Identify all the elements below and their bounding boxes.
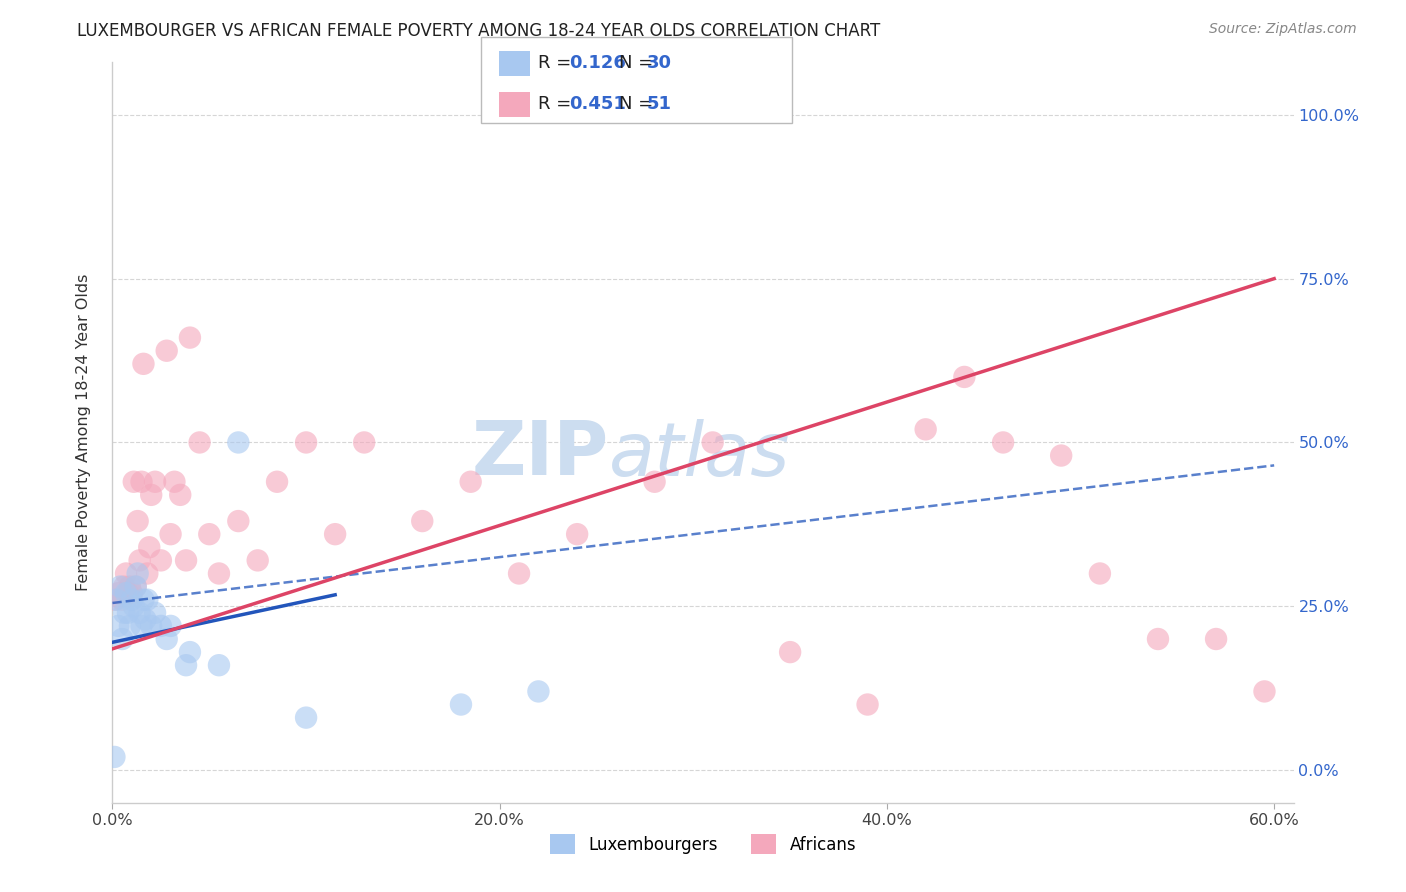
Point	[353, 435, 375, 450]
Point	[1147, 632, 1170, 646]
Y-axis label: Female Poverty Among 18-24 Year Olds: Female Poverty Among 18-24 Year Olds	[76, 274, 91, 591]
Point	[107, 586, 129, 600]
Text: R =: R =	[538, 95, 578, 113]
Point	[179, 645, 201, 659]
Point	[246, 553, 269, 567]
Point	[228, 435, 250, 450]
Point	[111, 592, 134, 607]
Point	[149, 619, 172, 633]
Text: R =: R =	[538, 54, 578, 72]
Point	[127, 566, 149, 581]
Point	[143, 475, 166, 489]
Point	[644, 475, 666, 489]
Point	[122, 475, 145, 489]
Point	[121, 586, 143, 600]
Point	[132, 592, 155, 607]
Point	[118, 619, 141, 633]
Point	[117, 586, 139, 600]
Point	[136, 592, 159, 607]
Point	[136, 566, 159, 581]
Point	[149, 553, 172, 567]
Point	[174, 658, 197, 673]
Point	[156, 343, 179, 358]
Point	[112, 606, 135, 620]
Text: 30: 30	[647, 54, 672, 72]
Point	[115, 566, 138, 581]
Point	[159, 619, 181, 633]
Point	[208, 566, 231, 581]
Point	[169, 488, 191, 502]
Text: N =: N =	[619, 54, 658, 72]
Point	[508, 566, 530, 581]
Point	[141, 619, 163, 633]
Point	[991, 435, 1014, 450]
Point	[702, 435, 724, 450]
Point	[198, 527, 221, 541]
Point	[103, 750, 125, 764]
Point	[1205, 632, 1227, 646]
Point	[1050, 449, 1073, 463]
Point	[143, 606, 166, 620]
Point	[115, 586, 138, 600]
Point	[953, 370, 976, 384]
Point	[179, 330, 201, 344]
Point	[128, 606, 150, 620]
Point	[266, 475, 288, 489]
Text: 51: 51	[647, 95, 672, 113]
Point	[132, 357, 155, 371]
Point	[110, 580, 132, 594]
Text: LUXEMBOURGER VS AFRICAN FEMALE POVERTY AMONG 18-24 YEAR OLDS CORRELATION CHART: LUXEMBOURGER VS AFRICAN FEMALE POVERTY A…	[77, 22, 880, 40]
Point	[450, 698, 472, 712]
Point	[138, 541, 160, 555]
Text: N =: N =	[619, 95, 658, 113]
Point	[527, 684, 550, 698]
Point	[295, 435, 318, 450]
Point	[125, 580, 148, 594]
Point	[111, 632, 134, 646]
Point	[163, 475, 186, 489]
Point	[174, 553, 197, 567]
Point	[208, 658, 231, 673]
Point	[103, 592, 125, 607]
Point	[228, 514, 250, 528]
Text: atlas: atlas	[609, 419, 790, 491]
Point	[856, 698, 879, 712]
Point	[323, 527, 346, 541]
Point	[1088, 566, 1111, 581]
Point	[107, 619, 129, 633]
Point	[127, 514, 149, 528]
Point	[125, 580, 148, 594]
Point	[118, 580, 141, 594]
Text: Source: ZipAtlas.com: Source: ZipAtlas.com	[1209, 22, 1357, 37]
Point	[156, 632, 179, 646]
Point	[112, 580, 135, 594]
Point	[188, 435, 211, 450]
Point	[117, 606, 139, 620]
Text: 0.126: 0.126	[569, 54, 626, 72]
Point	[128, 553, 150, 567]
Point	[460, 475, 482, 489]
Point	[131, 475, 153, 489]
Point	[295, 711, 318, 725]
Point	[914, 422, 936, 436]
Point	[105, 592, 128, 607]
Legend: Luxembourgers, Africans: Luxembourgers, Africans	[543, 828, 863, 861]
Point	[131, 619, 153, 633]
Text: ZIP: ZIP	[471, 418, 609, 491]
Point	[1253, 684, 1275, 698]
Point	[121, 592, 143, 607]
Point	[565, 527, 588, 541]
Text: 0.451: 0.451	[569, 95, 626, 113]
Point	[411, 514, 433, 528]
Point	[779, 645, 801, 659]
Point	[159, 527, 181, 541]
Point	[122, 599, 145, 614]
Point	[134, 612, 156, 626]
Point	[141, 488, 163, 502]
